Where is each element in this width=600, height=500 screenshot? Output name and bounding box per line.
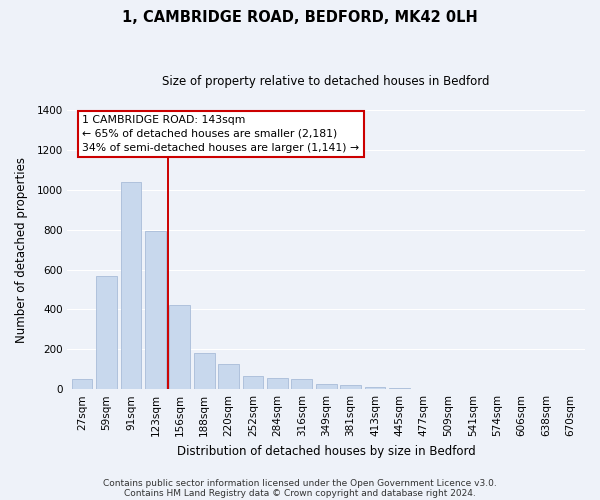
Bar <box>218 364 239 389</box>
Bar <box>242 376 263 389</box>
Bar <box>292 379 312 389</box>
Bar <box>72 379 92 389</box>
Text: Contains HM Land Registry data © Crown copyright and database right 2024.: Contains HM Land Registry data © Crown c… <box>124 488 476 498</box>
Bar <box>389 388 410 389</box>
Bar <box>169 306 190 389</box>
Bar <box>145 230 166 389</box>
Bar <box>365 387 385 389</box>
Y-axis label: Number of detached properties: Number of detached properties <box>15 156 28 342</box>
Text: 1, CAMBRIDGE ROAD, BEDFORD, MK42 0LH: 1, CAMBRIDGE ROAD, BEDFORD, MK42 0LH <box>122 10 478 25</box>
Text: 1 CAMBRIDGE ROAD: 143sqm
← 65% of detached houses are smaller (2,181)
34% of sem: 1 CAMBRIDGE ROAD: 143sqm ← 65% of detach… <box>82 115 359 153</box>
Text: Contains public sector information licensed under the Open Government Licence v3: Contains public sector information licen… <box>103 478 497 488</box>
Bar <box>96 276 117 389</box>
X-axis label: Distribution of detached houses by size in Bedford: Distribution of detached houses by size … <box>177 444 476 458</box>
Title: Size of property relative to detached houses in Bedford: Size of property relative to detached ho… <box>163 75 490 88</box>
Bar <box>267 378 288 389</box>
Bar <box>121 182 141 389</box>
Bar <box>340 385 361 389</box>
Bar <box>316 384 337 389</box>
Bar <box>194 354 215 389</box>
